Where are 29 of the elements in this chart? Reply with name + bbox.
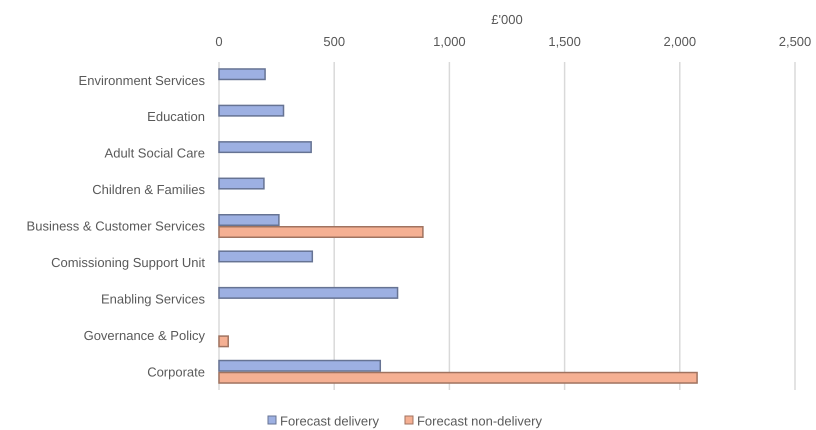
x-axis-title: £'000 [491,12,523,27]
x-tick-label: 1,000 [433,34,466,49]
y-tick-label: Comissioning Support Unit [51,254,206,270]
bar [218,178,265,190]
x-tick-label: 2,000 [664,34,696,49]
x-tick-label: 2,500 [778,34,812,49]
bar [218,141,312,154]
bar [218,360,382,372]
y-tick-label: Corporate [147,364,205,380]
x-tick-label: 0 [215,34,223,49]
bar [218,214,280,226]
bar [218,250,314,262]
bar [218,104,284,117]
y-tick-label: Environment Services [78,72,206,88]
legend-label: Forecast delivery [280,414,380,429]
y-tick-label: Governance & Policy [84,328,206,343]
y-tick-label: Enabling Services [100,291,206,306]
bar [218,286,398,299]
y-tick-label: Adult Social Care [104,146,205,161]
x-tick-label: 500 [323,34,346,49]
y-tick-label: Education [147,109,205,124]
bar [218,226,424,238]
bar [218,335,229,348]
legend-label: Forecast non-delivery [416,414,542,429]
y-tick-label: Children & Families [92,182,206,198]
x-tick-label: 1,500 [548,34,581,49]
y-tick-label: Business & Customer Services [26,218,206,234]
bar [218,372,698,384]
bar [218,68,266,80]
